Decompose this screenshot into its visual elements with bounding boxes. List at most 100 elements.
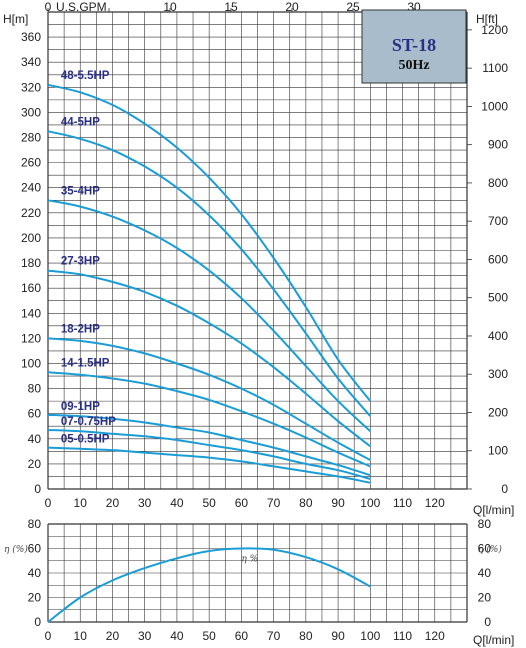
head-curve-label: 44-5HP [61, 116, 100, 128]
head-curve-18-2HP [47, 337, 371, 461]
head-x-tick-label: 100 [360, 496, 380, 510]
head-y-tick-label: 20 [28, 457, 42, 471]
head-curve-27-3HP [47, 269, 371, 448]
head-x-axis-title: Q[l/min] [473, 503, 514, 517]
head-x-tick-label: 0 [45, 496, 52, 510]
head-y-tick-label: 60 [28, 407, 42, 421]
head-curve-48-5.5HP [47, 83, 372, 402]
head-y-tick-label: 260 [21, 156, 41, 170]
head-curve-label: 48-5.5HP [61, 70, 110, 82]
head-y-tick-label: 100 [21, 356, 41, 370]
head-x-tick-label: 120 [425, 496, 445, 510]
head-curve-label: 09-1HP [61, 401, 100, 413]
head-y-tick-label: 240 [21, 181, 41, 195]
head-curve-label: 14-1.5HP [61, 357, 110, 369]
head-y-tick-label: 200 [21, 231, 41, 245]
head-y2-tick-label: 500 [488, 291, 508, 305]
head-curve-05-0.5HP [47, 446, 371, 484]
head-y2-tick-label: 0 [501, 482, 508, 496]
head-y-tick-label: 300 [21, 105, 41, 119]
eta-x-tick-label: 10 [74, 629, 88, 643]
head-y-tick-label: 180 [21, 256, 41, 270]
head-x2-tick-label: 0 [45, 0, 52, 14]
head-x-tick-label: 10 [74, 496, 88, 510]
head-curve-44-5HP [47, 130, 372, 417]
head-y2-tick-label: 1000 [481, 99, 508, 113]
head-y2-tick-label: 100 [488, 444, 508, 458]
eta-y-tick-label: 0 [34, 615, 41, 629]
model-badge-box [361, 9, 467, 84]
head-y-tick-label: 0 [34, 482, 41, 496]
head-x2-tick-label: 15 [224, 0, 238, 14]
head-y2-tick-label: 800 [488, 176, 508, 190]
head-x-tick-label: 20 [106, 496, 120, 510]
efficiency-curve [47, 547, 371, 623]
head-curve-label: 27-3HP [61, 256, 100, 268]
eta-x-tick-label: 90 [331, 629, 345, 643]
head-y2-tick-label: 600 [488, 252, 508, 266]
eta-curve-label: η % [241, 555, 258, 565]
head-x2-tick-label: 25 [346, 0, 360, 14]
head-x2-axis-title: U.S.GPM [56, 0, 107, 14]
head-y-tick-label: 220 [21, 206, 41, 220]
head-curve-35-4HP [47, 199, 371, 433]
eta-x-tick-label: 70 [267, 629, 281, 643]
head-y2-tick-label: 400 [488, 329, 508, 343]
eta-y2-tick-label: 60 [478, 542, 492, 556]
head-x-tick-label: 110 [393, 496, 412, 510]
model-frequency: 50Hz [398, 58, 429, 73]
head-x2-tick-label: 10 [163, 0, 177, 14]
model-name: ST-18 [392, 35, 436, 55]
head-y2-tick-label: 200 [488, 405, 508, 419]
head-y2-tick-label: 1100 [482, 61, 508, 75]
head-curve-07-0.75HP [47, 429, 371, 480]
eta-x-tick-label: 110 [393, 629, 412, 643]
head-curve-label: 05-0.5HP [61, 434, 110, 446]
head-y2-tick-label: 700 [488, 214, 508, 228]
head-curve-label: 35-4HP [61, 185, 100, 197]
head-y-tick-label: 140 [21, 306, 41, 320]
eta-x-tick-label: 0 [45, 629, 52, 643]
eta-x-tick-label: 20 [106, 629, 120, 643]
head-y-tick-label: 280 [21, 131, 41, 145]
eta-y-tick-label: 80 [28, 517, 42, 531]
head-y-tick-label: 40 [28, 432, 42, 446]
eta-y2-tick-label: 0 [484, 615, 491, 629]
eta-x-tick-label: 120 [425, 629, 445, 643]
eta-x-tick-label: 60 [235, 629, 249, 643]
head-y-tick-label: 120 [21, 331, 41, 345]
head-curves [47, 83, 372, 484]
eta-y-tick-label: 20 [28, 591, 42, 605]
head-y-tick-label: 160 [21, 281, 41, 295]
head-y-tick-label: 320 [21, 80, 41, 94]
eta-x-tick-label: 80 [299, 629, 313, 643]
head-curve-09-1HP [47, 413, 371, 477]
head-y-tick-label: 340 [21, 55, 41, 69]
head-y2-tick-label: 300 [488, 367, 508, 381]
chart-labels: 0204060801001201401601802002202402602803… [3, 0, 514, 647]
head-curve-label: 07-0.75HP [61, 416, 116, 428]
head-x-tick-label: 30 [138, 496, 152, 510]
head-y-tick-label: 80 [28, 382, 42, 396]
head-y-tick-label: 360 [21, 30, 41, 44]
eta-y2-axis-title: η (%) [478, 544, 502, 555]
head-y-axis-title: H[m] [3, 12, 28, 26]
head-x-tick-label: 80 [299, 496, 313, 510]
efficiency-chart-grid [47, 523, 468, 623]
head-y2-tick-label: 900 [488, 138, 508, 152]
model-badge: ST-18 50Hz [361, 9, 467, 84]
head-x-tick-label: 70 [267, 496, 281, 510]
head-y2-axis-title: H[ft] [476, 12, 498, 26]
eta-curve [47, 547, 371, 623]
head-x-tick-label: 40 [170, 496, 184, 510]
eta-y2-tick-label: 40 [478, 566, 492, 580]
eta-y-tick-label: 40 [28, 566, 42, 580]
eta-x-tick-label: 30 [138, 629, 152, 643]
eta-x-tick-label: 50 [202, 629, 216, 643]
head-x2-tick-label: 20 [285, 0, 299, 14]
eta-y-tick-label: 60 [28, 542, 42, 556]
eta-y-axis-title: η (%) [4, 544, 28, 555]
head-curve-label: 18-2HP [61, 323, 100, 335]
eta-x-axis-title: Q[l/min] [473, 633, 514, 647]
